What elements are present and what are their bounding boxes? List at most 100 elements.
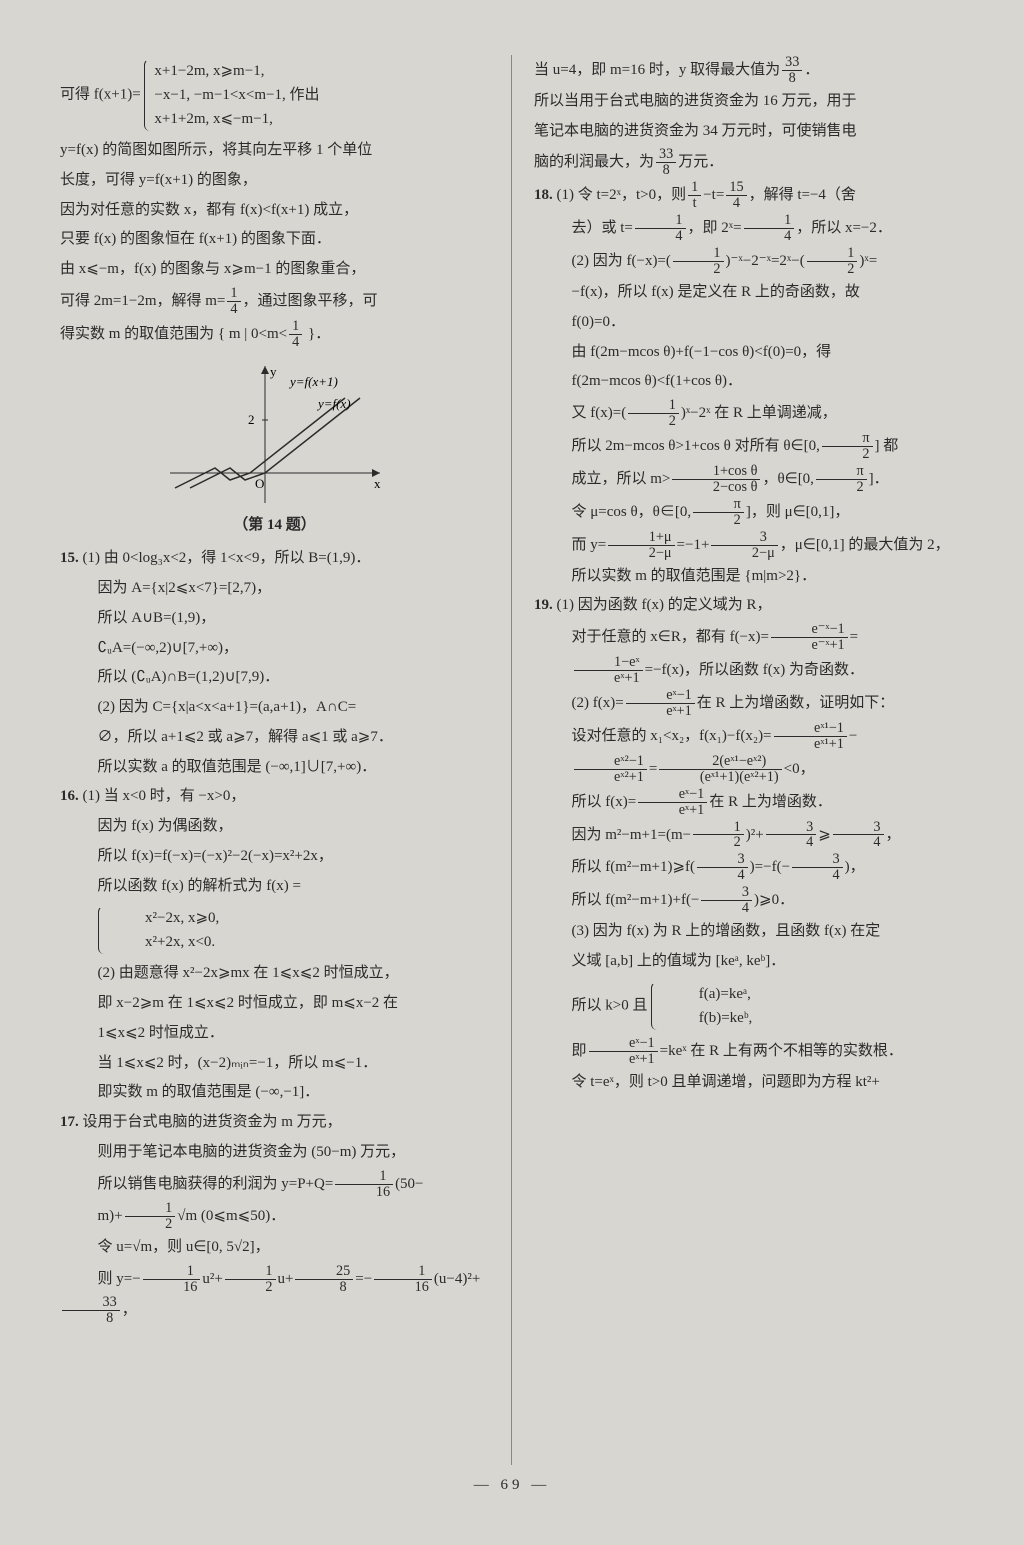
- frac-den: eˣ+1: [626, 704, 695, 719]
- line: 所以实数 a 的取值范围是 (−∞,1]∪[7,+∞)．: [60, 754, 489, 782]
- frac-den: 2: [807, 262, 858, 277]
- text: −t=: [703, 187, 724, 203]
- text: ，即 2ˣ=: [688, 220, 742, 236]
- frac-den: 2: [673, 262, 724, 277]
- origin-label: O: [255, 476, 264, 491]
- text: 令 μ=cos θ，θ∈[0,: [572, 504, 692, 520]
- frac-num: eˣ¹−1: [774, 721, 847, 737]
- frac-den: eˣ+1: [638, 803, 707, 818]
- line: 长度，可得 y=f(x+1) 的图象，: [60, 167, 489, 195]
- text: ，解得 t=−4（舍: [749, 187, 856, 203]
- frac-den: 2−μ: [608, 546, 674, 561]
- fraction: 34: [792, 852, 843, 883]
- line: 脑的利润最大，为338万元．: [534, 147, 964, 178]
- line: 可得 2m=1−2m，解得 m=14，通过图象平移，可: [60, 286, 489, 317]
- fraction: π2: [822, 431, 873, 462]
- line: 所以实数 m 的取值范围是 {m|m>2}．: [534, 563, 964, 591]
- text: ，: [122, 1302, 137, 1318]
- frac-den: eˣ+1: [574, 671, 643, 686]
- piecewise-brace: x+1−2m, x⩾m−1, −x−1, −m−1<x<m−1, 作出 x+1+…: [144, 59, 319, 131]
- line: 则 y=−116u²+12u+258=−116(u−4)²+338，: [60, 1264, 489, 1326]
- fraction: 14: [635, 213, 686, 244]
- text: (1) 令 t=2ˣ，t>0，则: [557, 187, 687, 203]
- fraction: 116: [143, 1264, 201, 1295]
- fraction: 12: [807, 246, 858, 277]
- text: (2) f(x)=: [572, 695, 624, 711]
- text: m)+: [98, 1208, 123, 1224]
- text: −: [849, 728, 857, 744]
- line: 设对任意的 x₁<x₂，f(x₁)−f(x₂)=eˣ¹−1eˣ¹+1−: [534, 721, 964, 752]
- frac-den: 2: [693, 835, 744, 850]
- piecewise-row: x+1−2m, x⩾m−1,: [154, 59, 319, 83]
- frac-num: 15: [726, 180, 746, 196]
- line: (2) f(x)=eˣ−1eˣ+1在 R 上为增函数，证明如下：: [534, 688, 964, 719]
- line: 所以 f(m²−m+1)+f(−34)⩾0．: [534, 885, 964, 916]
- frac-den: 8: [656, 163, 676, 178]
- frac-den: 4: [289, 335, 302, 350]
- frac-num: 1: [289, 319, 302, 335]
- text: )⩾0．: [754, 892, 794, 908]
- fraction: 34: [833, 820, 884, 851]
- line: 所以 f(x)=eˣ−1eˣ+1在 R 上为增函数．: [534, 787, 964, 818]
- frac-num: 25: [295, 1264, 353, 1280]
- line: 成立，所以 m>1+cos θ2−cos θ，θ∈[0,π2]．: [534, 464, 964, 495]
- right-column: 当 u=4，即 m=16 时，y 取得最大值为338． 所以当用于台式电脑的进货…: [512, 55, 964, 1465]
- text: ]．: [869, 471, 889, 487]
- line: 1−eˣeˣ+1=−f(x)，所以函数 f(x) 为奇函数．: [534, 655, 964, 686]
- frac-num: 3: [701, 885, 752, 901]
- text: <0，: [784, 761, 815, 777]
- text: )²+: [746, 826, 764, 842]
- frac-den: 4: [766, 835, 817, 850]
- line: 令 u=√m，则 u∈[0, 5√2]，: [60, 1234, 489, 1262]
- line: 即eˣ−1eˣ+1=keˣ 在 R 上有两个不相等的实数根．: [534, 1036, 964, 1067]
- text: 即: [572, 1043, 587, 1059]
- q19: 19. (1) 因为函数 f(x) 的定义域为 R，: [534, 592, 964, 620]
- frac-num: eˣ−1: [626, 688, 695, 704]
- frac-num: 3: [697, 852, 748, 868]
- frac-den: 4: [635, 229, 686, 244]
- text: )，: [845, 859, 865, 875]
- fraction: eˣ−1eˣ+1: [626, 688, 695, 719]
- frac-den: 4: [792, 868, 843, 883]
- line: (2) 因为 f(−x)=(12)⁻ˣ−2⁻ˣ=2ˣ−(12)ˣ=: [534, 246, 964, 277]
- text: u²+: [202, 1271, 222, 1287]
- piecewise-brace: f(a)=keᵃ, f(b)=keᵇ,: [651, 982, 752, 1030]
- frac-den: 2: [125, 1217, 176, 1232]
- line: 因为 f(x) 为偶函数，: [60, 813, 489, 841]
- text: ．: [804, 62, 819, 78]
- frac-den: 16: [335, 1185, 393, 1200]
- frac-num: 1: [628, 398, 679, 414]
- line: 去）或 t=14，即 2ˣ=14，所以 x=−2．: [534, 213, 964, 244]
- q16: 16. (1) 当 x<0 时，有 −x>0，: [60, 783, 489, 811]
- text: 而 y=: [572, 537, 607, 553]
- frac-num: 1: [374, 1264, 432, 1280]
- frac-num: 1: [693, 820, 744, 836]
- text: ，通过图象平移，可: [243, 293, 378, 309]
- piecewise-row: x²+2x, x<0.: [108, 930, 220, 954]
- page-number-value: 69: [501, 1477, 524, 1493]
- text: u+: [278, 1271, 294, 1287]
- frac-num: 3: [766, 820, 817, 836]
- frac-num: 2(eˣ¹−eˣ²): [659, 754, 781, 770]
- text: 所以 2m−mcos θ>1+cos θ 对所有 θ∈[0,: [572, 438, 820, 454]
- fraction: 12: [673, 246, 724, 277]
- fraction: 32−μ: [711, 530, 777, 561]
- fraction: 12: [125, 1201, 176, 1232]
- fraction: 14: [289, 319, 302, 350]
- frac-den: 16: [374, 1280, 432, 1295]
- frac-den: e⁻ˣ+1: [771, 638, 848, 653]
- line: f(2m−mcos θ)<f(1+cos θ)．: [534, 368, 964, 396]
- text: =−: [355, 1271, 372, 1287]
- frac-num: eˣ²−1: [574, 754, 647, 770]
- fraction: 1t: [688, 180, 701, 211]
- fraction: eˣ−1eˣ+1: [589, 1036, 658, 1067]
- text: 则 y=−: [98, 1271, 141, 1287]
- question-number: 17.: [60, 1114, 79, 1130]
- tick-2: 2: [248, 412, 255, 427]
- text: =−1+: [677, 537, 710, 553]
- text: 所以 f(m²−m+1)⩾f(: [572, 859, 696, 875]
- frac-den: 8: [782, 71, 802, 86]
- line: 所以 (∁ᵤA)∩B=(1,2)∪[7,9)．: [60, 664, 489, 692]
- text: 对于任意的 x∈R，都有 f(−x)=: [572, 629, 769, 645]
- text: 万元．: [678, 154, 723, 170]
